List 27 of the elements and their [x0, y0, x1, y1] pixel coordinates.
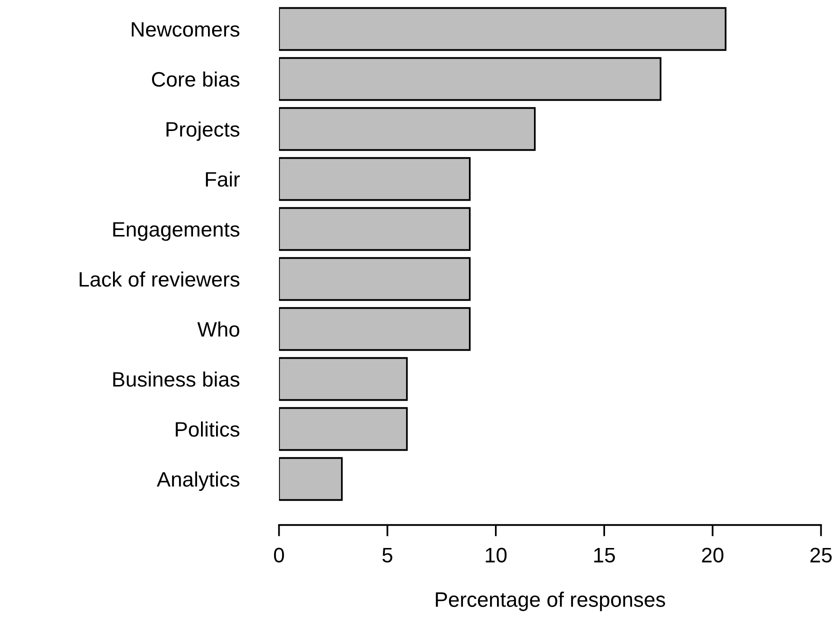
y-tick-label: Politics: [176, 421, 240, 437]
x-axis-title: Percentage of responses: [436, 592, 666, 612]
y-tick-label: Who: [197, 321, 240, 337]
bar: [279, 457, 343, 501]
x-tick-label: 25: [810, 548, 832, 563]
bar: [279, 407, 408, 451]
x-tick-label: 20: [702, 548, 724, 563]
y-tick-label: Projects: [166, 121, 240, 141]
bar: [279, 7, 726, 51]
x-tick-label: 10: [486, 548, 507, 563]
y-tick-label: Newcomers: [132, 22, 240, 37]
bar: [279, 257, 471, 301]
bar: [279, 57, 662, 101]
y-tick-label: Fair: [206, 171, 240, 187]
bar: [279, 307, 471, 351]
y-tick-label: Analytics: [156, 471, 240, 491]
bar: [279, 207, 471, 251]
y-tick-label: Core bias: [152, 71, 240, 87]
x-tick-label: 15: [594, 548, 615, 563]
x-tick-label: 5: [382, 548, 392, 563]
bar: [279, 357, 408, 401]
y-tick-label: Lack of reviewers: [80, 271, 240, 287]
bar: [279, 157, 471, 201]
y-tick-label: Business bias: [113, 371, 240, 387]
y-tick-label: Engagements: [113, 222, 240, 241]
x-tick-label: 0: [274, 548, 284, 563]
bar: [279, 107, 536, 151]
